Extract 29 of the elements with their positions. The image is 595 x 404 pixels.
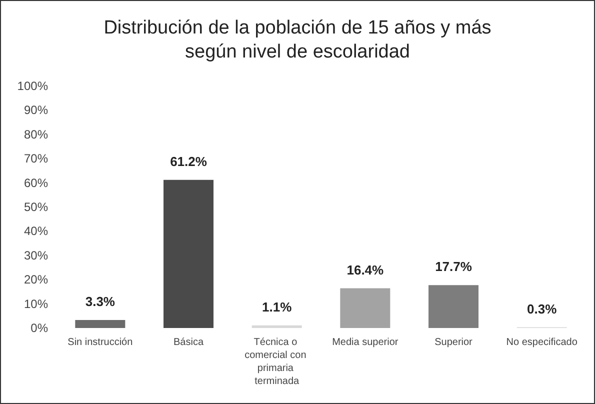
data-label: 3.3% bbox=[85, 294, 116, 310]
y-tick-label: 0% bbox=[30, 321, 48, 335]
y-tick-label: 90% bbox=[24, 103, 48, 118]
x-tick-label: Básica bbox=[173, 337, 204, 348]
x-tick-label: Media superior bbox=[332, 337, 399, 348]
x-tick-label: Superior bbox=[434, 337, 474, 348]
data-label: 1.1% bbox=[262, 299, 292, 314]
y-tick-label: 60% bbox=[24, 176, 48, 190]
y-tick-label: 10% bbox=[24, 296, 48, 311]
data-label: 17.7% bbox=[435, 259, 472, 274]
x-tick-label: No especificado bbox=[506, 337, 578, 348]
y-tick-label: 30% bbox=[24, 248, 48, 262]
data-label: 0.3% bbox=[527, 301, 558, 316]
chart-title: Distribución de la población de 15 años y más según nivel de escolaridad bbox=[104, 18, 492, 62]
y-tick-label: 40% bbox=[24, 224, 48, 238]
y-tick-label: 70% bbox=[24, 152, 48, 166]
y-tick-label: 100% bbox=[17, 79, 48, 93]
bar bbox=[164, 180, 214, 328]
x-tick-label: Técnica o comercial con primaria terminada bbox=[244, 337, 310, 387]
data-label: 16.4% bbox=[346, 262, 384, 278]
bar bbox=[340, 288, 390, 328]
bar bbox=[428, 285, 478, 328]
y-tick-label: 20% bbox=[24, 272, 48, 287]
bar bbox=[252, 325, 302, 328]
data-label: 61.2% bbox=[170, 154, 208, 169]
bar bbox=[75, 320, 126, 328]
x-tick-label: Sin instrucción bbox=[68, 337, 133, 348]
y-tick-label: 50% bbox=[24, 200, 48, 214]
y-tick-label: 80% bbox=[24, 127, 48, 142]
